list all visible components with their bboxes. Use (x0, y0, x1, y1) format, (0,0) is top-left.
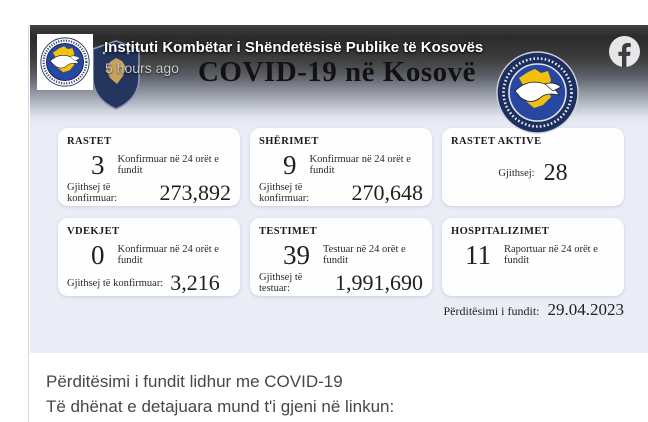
stat-total-row: Gjithsej të konfirmuar: 273,892 (67, 181, 231, 205)
stat-new-value: 3 (91, 150, 105, 180)
stat-new-row: 9 Konfirmuar në 24 orët e fundit (259, 150, 423, 180)
stat-total-label: Gjithsej të testuar: (259, 272, 303, 294)
caption-line-1: Përditësimi i fundit lidhur me COVID-19 (46, 372, 343, 391)
stat-total-value: 1,991,690 (335, 270, 423, 295)
last-update-row: Përditësimi i fundit: 29.04.2023 (58, 300, 625, 320)
stat-total-value: 273,892 (159, 180, 232, 205)
stat-new-row: 0 Konfirmuar në 24 orët e fundit (67, 240, 231, 270)
caption-line-2: Të dhënat e detajuara mund t'i gjeni në … (46, 397, 395, 416)
stats-grid: RASTET 3 Konfirmuar në 24 orët e fundit … (58, 128, 624, 296)
stat-total-row: Gjithsej të konfirmuar: 3,216 (67, 271, 231, 295)
stat-card-title: VDEKJET (67, 226, 120, 237)
stat-new-value: 11 (465, 240, 491, 270)
stat-card-hospitalizimet: HOSPITALIZIMET 11 Raportuar në 24 orët e… (442, 218, 624, 296)
post-timestamp[interactable]: 5 hours ago (105, 60, 179, 76)
stat-new-desc: Konfirmuar në 24 orët e fundit (117, 244, 219, 266)
stat-new-desc: Raportuar në 24 orët e fundit (504, 244, 598, 266)
niphk-round-logo-icon (40, 37, 90, 87)
stat-total-row: Gjithsej: 28 (451, 161, 615, 185)
stat-total-label: Gjithsej të konfirmuar: (67, 277, 164, 289)
post-caption: Përditësimi i fundit lidhur me COVID-19 … (46, 369, 394, 419)
page-name-link[interactable]: Instituti Kombëtar i Shëndetësisë Publik… (104, 39, 484, 56)
stat-total-value: 3,216 (170, 270, 220, 295)
stat-total-value: 270,648 (351, 180, 424, 205)
stat-card-rastet-aktive: RASTET AKTIVE Gjithsej: 28 (442, 128, 624, 206)
stat-new-value: 39 (283, 240, 310, 270)
stat-total-row: Gjithsej të konfirmuar: 270,648 (259, 181, 423, 205)
stat-card-vdekjet: VDEKJET 0 Konfirmuar në 24 orët e fundit… (58, 218, 240, 296)
page-avatar[interactable] (37, 34, 93, 90)
infographic-title: COVID-19 në Kosovë (197, 56, 477, 88)
stat-card-title: TESTIMET (259, 226, 318, 237)
last-update-date: 29.04.2023 (547, 300, 625, 319)
stat-total-value: 28 (543, 160, 568, 186)
stat-new-desc: Konfirmuar në 24 orët e fundit (309, 154, 411, 176)
stat-card-testimet: TESTIMET 39 Testuar në 24 orët e fundit … (250, 218, 432, 296)
stat-card-title: RASTET (67, 136, 112, 147)
stat-card-title: SHËRIMET (259, 136, 319, 147)
stat-card-sherimet: SHËRIMET 9 Konfirmuar në 24 orët e fundi… (250, 128, 432, 206)
stat-new-row: 11 Raportuar në 24 orët e fundit (451, 240, 615, 270)
stat-card-title: HOSPITALIZIMET (451, 226, 550, 237)
stat-card-title: RASTET AKTIVE (451, 136, 542, 147)
stat-total-label: Gjithsej të konfirmuar: (259, 182, 310, 204)
stat-new-desc: Testuar në 24 orët e fundit (323, 244, 406, 266)
stat-new-row: 39 Testuar në 24 orët e fundit (259, 240, 423, 270)
facebook-icon[interactable] (609, 36, 640, 67)
stat-new-value: 0 (91, 240, 105, 270)
kosovo-shield-emblem-icon (92, 40, 140, 110)
stat-total-label: Gjithsej: (498, 167, 535, 179)
facebook-post-card: Instituti Kombëtar i Shëndetësisë Publik… (28, 25, 648, 422)
stat-new-row: 3 Konfirmuar në 24 orët e fundit (67, 150, 231, 180)
last-update-label: Përditësimi i fundit: (443, 304, 540, 318)
stat-card-rastet: RASTET 3 Konfirmuar në 24 orët e fundit … (58, 128, 240, 206)
stat-total-label: Gjithsej të konfirmuar: (67, 182, 118, 204)
niphk-seal-icon (496, 51, 579, 134)
stat-new-desc: Konfirmuar në 24 orët e fundit (117, 154, 219, 176)
post-media-infographic[interactable]: Instituti Kombëtar i Shëndetësisë Publik… (30, 25, 648, 353)
stat-total-row: Gjithsej të testuar: 1,991,690 (259, 271, 423, 295)
stat-new-value: 9 (283, 150, 297, 180)
